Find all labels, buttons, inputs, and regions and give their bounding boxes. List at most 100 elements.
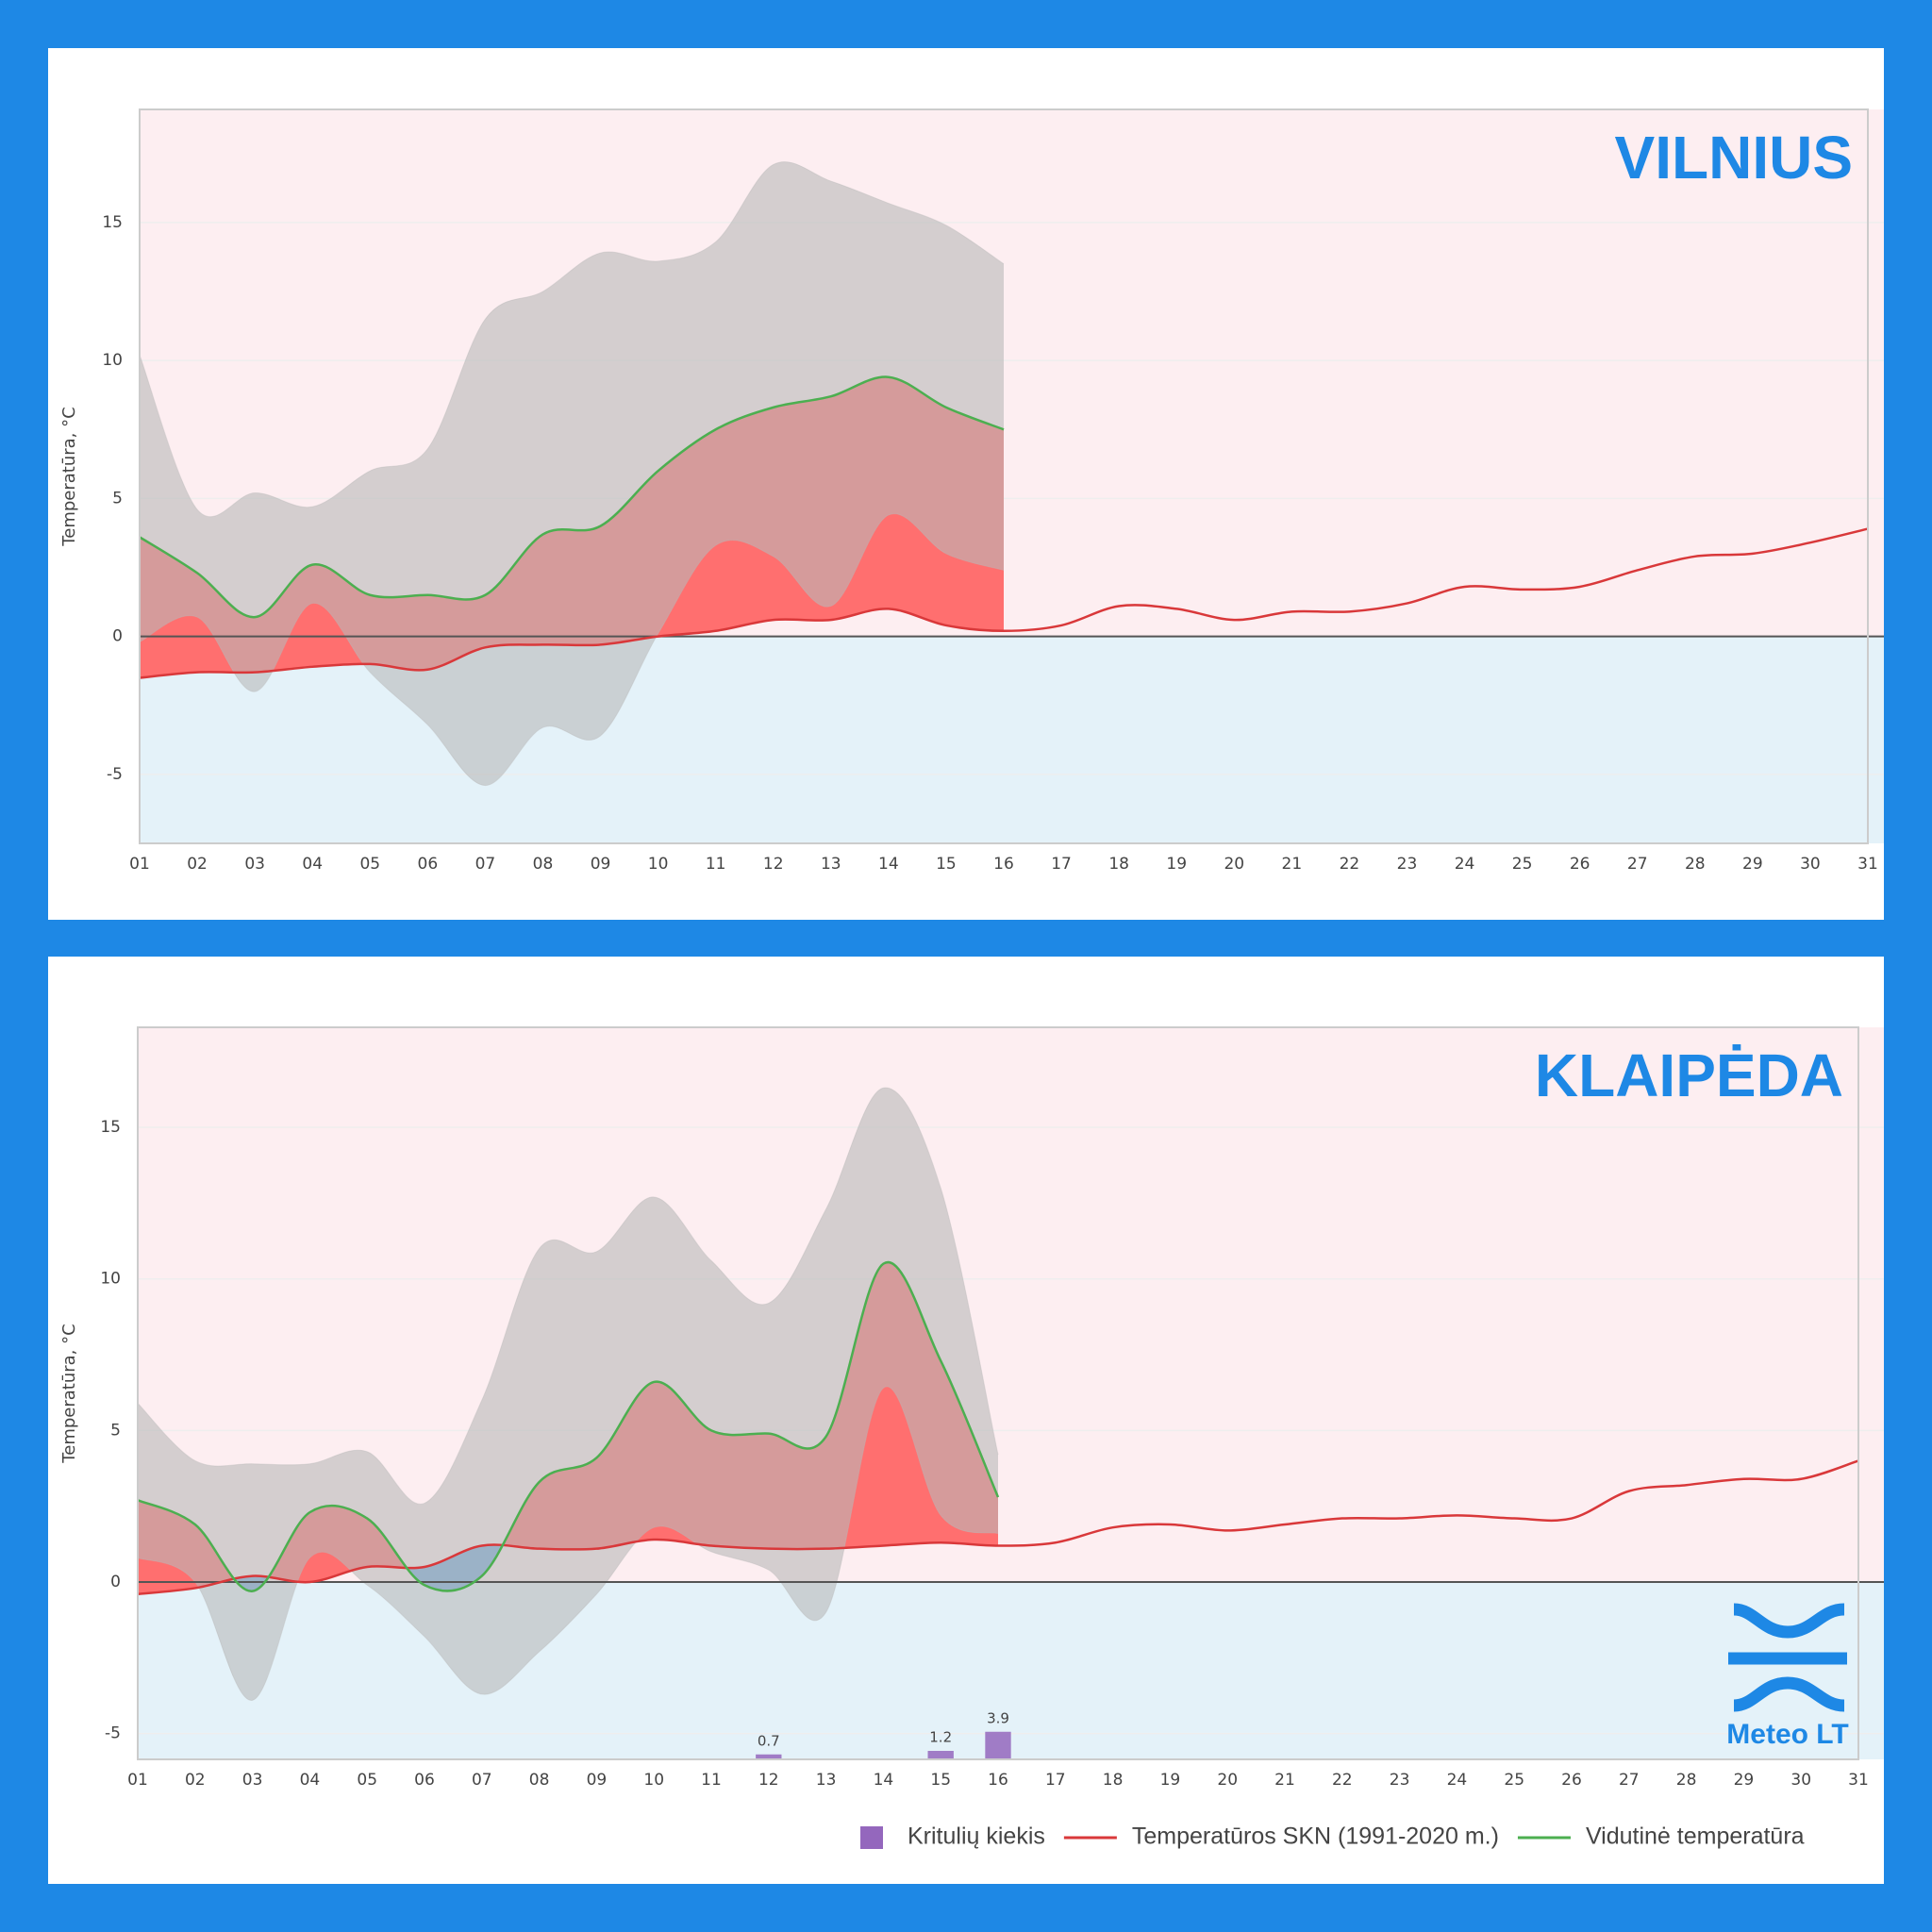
y-tick-label: 0 bbox=[112, 627, 123, 646]
logo-wave bbox=[1733, 1603, 1845, 1639]
y-tick-label: 10 bbox=[102, 351, 123, 370]
legend-label: Kritulių kiekis bbox=[908, 1824, 1045, 1850]
x-tick-label: 02 bbox=[185, 1771, 206, 1790]
x-tick-label: 19 bbox=[1160, 1771, 1181, 1790]
bar-value-label: 3.9 bbox=[987, 1709, 1009, 1726]
x-tick-label: 11 bbox=[701, 1771, 722, 1790]
y-axis-label: Temperatūra, °C bbox=[59, 1324, 79, 1463]
x-tick-label: 29 bbox=[1734, 1771, 1755, 1790]
precip-bar bbox=[756, 1754, 782, 1759]
x-tick-label: 31 bbox=[1848, 1771, 1869, 1790]
x-tick-label: 31 bbox=[1857, 855, 1878, 874]
precip-bar bbox=[927, 1751, 954, 1759]
x-tick-label: 26 bbox=[1561, 1771, 1582, 1790]
x-tick-label: 06 bbox=[414, 1771, 435, 1790]
y-tick-label: 15 bbox=[100, 1118, 121, 1137]
series-line bbox=[138, 1260, 1000, 1592]
x-tick-label: 13 bbox=[821, 855, 841, 874]
x-tick-label: 24 bbox=[1455, 855, 1475, 874]
plot-area bbox=[138, 1027, 1884, 1759]
series-line bbox=[140, 527, 1869, 679]
y-tick-label: 15 bbox=[102, 213, 123, 232]
x-tick-label: 25 bbox=[1504, 1771, 1524, 1790]
y-tick-label: 5 bbox=[110, 1421, 121, 1440]
bar-value-label: 0.7 bbox=[758, 1732, 780, 1749]
x-tick-label: 17 bbox=[1051, 855, 1072, 874]
legend-label: Temperatūros SKN (1991-2020 m.) bbox=[1132, 1824, 1499, 1850]
x-tick-label: 08 bbox=[529, 1771, 550, 1790]
plot-area bbox=[140, 109, 1884, 843]
x-tick-label: 27 bbox=[1619, 1771, 1640, 1790]
logo: Meteo LT bbox=[1726, 1603, 1849, 1750]
x-tick-label: 02 bbox=[187, 855, 208, 874]
x-tick-label: 23 bbox=[1397, 855, 1418, 874]
x-tick-label: 10 bbox=[643, 1771, 664, 1790]
series-line bbox=[140, 375, 1005, 619]
city-title: VILNIUS bbox=[1615, 124, 1853, 192]
range-band bbox=[138, 1088, 998, 1701]
range-min bbox=[138, 1386, 999, 1701]
x-tick-label: 20 bbox=[1224, 855, 1244, 874]
y-tick-label: -5 bbox=[105, 1724, 121, 1743]
y-axis-label: Temperatūra, °C bbox=[59, 407, 79, 546]
precip-bar bbox=[985, 1731, 1011, 1759]
x-tick-label: 16 bbox=[988, 1771, 1008, 1790]
x-tick-label: 15 bbox=[936, 855, 957, 874]
x-tick-label: 08 bbox=[533, 855, 554, 874]
x-tick-label: 05 bbox=[357, 1771, 377, 1790]
x-tick-label: 20 bbox=[1217, 1771, 1238, 1790]
series-line bbox=[138, 1459, 1859, 1596]
plot-border bbox=[139, 108, 1869, 844]
legend-label: Vidutinė temperatūra bbox=[1586, 1824, 1805, 1850]
x-tick-label: 30 bbox=[1790, 1771, 1811, 1790]
x-tick-label: 07 bbox=[472, 1771, 492, 1790]
x-tick-label: 28 bbox=[1676, 1771, 1697, 1790]
x-tick-label: 09 bbox=[591, 855, 611, 874]
city-title: KLAIPĖDA bbox=[1535, 1041, 1843, 1109]
range-max bbox=[138, 1087, 999, 1505]
x-tick-label: 12 bbox=[763, 855, 784, 874]
x-tick-label: 22 bbox=[1332, 1771, 1353, 1790]
range-max bbox=[140, 161, 1005, 518]
legend-swatch bbox=[860, 1826, 883, 1849]
x-tick-label: 01 bbox=[127, 1771, 148, 1790]
x-tick-label: 14 bbox=[878, 855, 899, 874]
x-tick-label: 04 bbox=[300, 1771, 321, 1790]
y-tick-label: -5 bbox=[107, 765, 123, 784]
x-tick-label: 19 bbox=[1166, 855, 1187, 874]
y-tick-label: 10 bbox=[100, 1270, 121, 1289]
x-tick-label: 24 bbox=[1447, 1771, 1468, 1790]
logo-text: Meteo LT bbox=[1726, 1719, 1848, 1750]
x-tick-label: 18 bbox=[1108, 855, 1129, 874]
x-tick-label: 06 bbox=[418, 855, 439, 874]
y-tick-label: 0 bbox=[110, 1573, 121, 1591]
x-tick-label: 03 bbox=[242, 1771, 263, 1790]
x-tick-label: 21 bbox=[1282, 855, 1303, 874]
warm-zone bbox=[138, 1027, 1884, 1583]
x-tick-label: 29 bbox=[1742, 855, 1763, 874]
x-tick-label: 26 bbox=[1570, 855, 1591, 874]
x-tick-label: 17 bbox=[1045, 1771, 1066, 1790]
x-tick-label: 09 bbox=[587, 1771, 608, 1790]
x-tick-label: 14 bbox=[874, 1771, 894, 1790]
x-tick-label: 04 bbox=[302, 855, 323, 874]
x-tick-label: 18 bbox=[1103, 1771, 1124, 1790]
x-tick-label: 15 bbox=[930, 1771, 951, 1790]
range-band bbox=[140, 161, 1004, 786]
bar-value-label: 1.2 bbox=[929, 1729, 952, 1746]
x-tick-label: 27 bbox=[1627, 855, 1648, 874]
x-tick-label: 11 bbox=[706, 855, 726, 874]
x-tick-label: 13 bbox=[816, 1771, 837, 1790]
logo-wave bbox=[1733, 1676, 1845, 1712]
x-tick-label: 23 bbox=[1390, 1771, 1410, 1790]
x-tick-label: 03 bbox=[244, 855, 265, 874]
x-tick-label: 10 bbox=[648, 855, 669, 874]
x-tick-label: 05 bbox=[359, 855, 380, 874]
x-tick-label: 22 bbox=[1340, 855, 1360, 874]
plot-border bbox=[137, 1026, 1859, 1760]
x-tick-label: 30 bbox=[1800, 855, 1821, 874]
x-tick-label: 16 bbox=[993, 855, 1014, 874]
x-tick-label: 01 bbox=[129, 855, 150, 874]
